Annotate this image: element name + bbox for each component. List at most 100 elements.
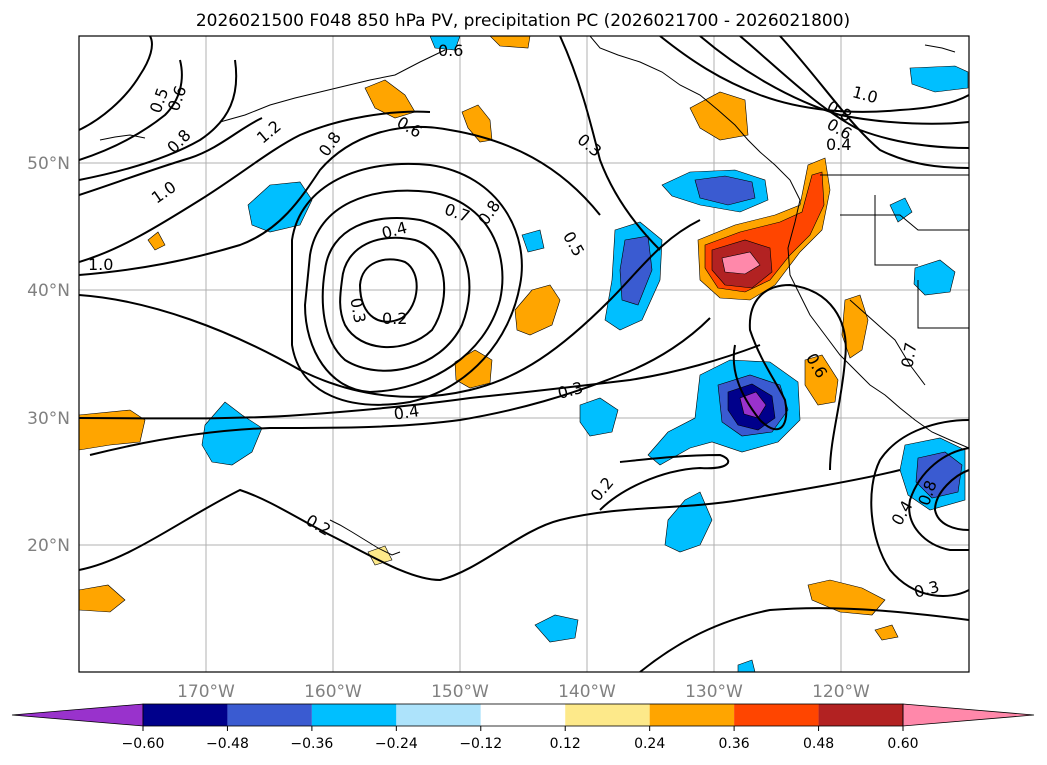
pv-contour-trough	[732, 283, 847, 471]
map-frame	[78, 35, 970, 673]
colorbar-tick-label: −0.36	[290, 736, 333, 752]
lat-label-20n: 20°N	[27, 536, 70, 556]
pv-contour-0.4c	[908, 447, 969, 551]
pv-contour-0.2b	[599, 453, 730, 511]
colorbar-tick-label: −0.48	[206, 736, 249, 752]
contour-label: 0.6	[438, 41, 463, 60]
state-border	[840, 214, 969, 231]
pv-contour-0.2	[79, 469, 901, 582]
precip-pos-area	[689, 91, 749, 141]
pv-contour-0.3d	[559, 36, 661, 251]
precip-pos-area	[79, 584, 126, 613]
colorbar-tick-label: −0.24	[375, 736, 418, 752]
state-border	[917, 280, 969, 329]
pv-contour-0.3b	[89, 317, 711, 456]
pv-contour-0.8d	[699, 36, 969, 125]
state-border	[874, 195, 918, 266]
map-background	[79, 36, 969, 672]
aleutian-islands	[219, 49, 446, 123]
state-border	[849, 299, 926, 386]
pv-contour-0.3	[339, 236, 446, 349]
lon-label-140w: 140°W	[558, 682, 616, 702]
precip-neg-area	[664, 491, 713, 553]
contour-label: 0.2	[382, 309, 407, 328]
colorbar-segment	[734, 704, 819, 726]
precip-neg-area	[909, 65, 969, 93]
precip-neg-area	[889, 197, 913, 223]
lon-label-130w: 130°W	[685, 682, 743, 702]
colorbar-segment	[565, 704, 650, 726]
pv-contour-0.6c	[933, 469, 969, 531]
precip-pos-area	[804, 354, 839, 406]
hawaiian-islands	[329, 519, 401, 556]
lon-label-150w: 150°W	[431, 682, 489, 702]
colorbar-tick-label: 0.24	[634, 736, 665, 752]
precip-neg-area	[737, 659, 756, 672]
precip-pos-area	[147, 231, 166, 251]
precip-neg-area	[913, 259, 956, 296]
pv-contour-0.7	[79, 219, 701, 398]
colorbar-segment	[311, 704, 397, 726]
colorbar-segment	[480, 704, 566, 726]
map-panel: 0.6 0.5 0.6 0.8 1.2 0.8 0.6 0.3 1.0 0.8 …	[78, 35, 970, 673]
north-america-coastline	[589, 36, 969, 449]
pv-contours	[79, 36, 969, 672]
pv-contour-south	[639, 607, 969, 672]
coastline-detail	[924, 44, 956, 53]
precip-neg-area	[247, 181, 313, 233]
figure-title: 2026021500 F048 850 hPa PV, precipitatio…	[196, 11, 850, 31]
coastlines	[99, 36, 969, 556]
pv-contour-0.6	[291, 163, 523, 406]
precip-pos-area	[807, 579, 886, 616]
precip-pos-area	[79, 409, 146, 451]
pv-contour-0.5b	[79, 59, 183, 161]
colorbar: −0.60 −0.48 −0.36 −0.24 −0.12 0.12 0.24 0.36 0.4…	[11, 703, 1035, 752]
colorbar-outline	[142, 703, 904, 727]
precip-neg-core	[694, 175, 756, 206]
colorbar-tick-label: −0.60	[122, 736, 165, 752]
pv-contour-0.8	[79, 126, 601, 276]
contour-label: 0.4	[826, 135, 851, 154]
colorbar-tick-label: 0.12	[550, 736, 581, 752]
pv-contour-0.6b	[79, 36, 153, 131]
contour-label: 0.7	[897, 341, 920, 369]
pv-contour-0.4	[321, 217, 471, 372]
pv-contour-1.2	[79, 117, 263, 196]
colorbar-segment	[649, 704, 735, 726]
colorbar-segment	[143, 704, 228, 726]
pv-contour-0.2	[358, 258, 418, 323]
colorbar-segment	[396, 704, 481, 726]
precip-pos-area	[874, 624, 899, 641]
pv-contour-1.0d	[659, 36, 969, 113]
lon-label-170w: 170°W	[177, 682, 235, 702]
contour-label: 1.0	[88, 255, 113, 274]
precip-pos-area	[489, 36, 531, 49]
lat-axis-labels: 50°N 40°N 30°N 20°N	[27, 154, 70, 556]
precip-neg-area	[534, 614, 579, 643]
contour-label: 0.3	[346, 296, 369, 324]
pv-contour-1.0	[79, 110, 431, 263]
precip-neg-area	[579, 397, 619, 437]
colorbar-ticks: −0.60 −0.48 −0.36 −0.24 −0.12 0.12 0.24 0.36 0.4…	[122, 726, 919, 752]
colorbar-extend-min	[11, 703, 144, 727]
pv-contour-0.4d	[779, 36, 969, 169]
pv-contour-0.3c	[870, 419, 969, 597]
lon-label-120w: 120°W	[812, 682, 870, 702]
lat-label-30n: 30°N	[27, 409, 70, 429]
precipitation-shading	[79, 36, 969, 672]
colorbar-tick-label: 0.60	[887, 736, 918, 752]
precip-neg-area	[521, 229, 545, 253]
colorbar-segments	[11, 703, 1035, 727]
colorbar-tick-label: 0.36	[719, 736, 750, 752]
lat-label-50n: 50°N	[27, 154, 70, 174]
precip-neg-core	[915, 451, 963, 499]
precip-neg-area	[429, 36, 461, 51]
colorbar-segment	[818, 704, 903, 726]
precip-pos-area	[514, 284, 561, 336]
pv-contour-0.8b	[79, 59, 238, 181]
colorbar-tick-label: 0.48	[803, 736, 834, 752]
colorbar-extend-max	[902, 703, 1035, 727]
colorbar-tick-label: −0.12	[459, 736, 502, 752]
lon-label-160w: 160°W	[304, 682, 362, 702]
